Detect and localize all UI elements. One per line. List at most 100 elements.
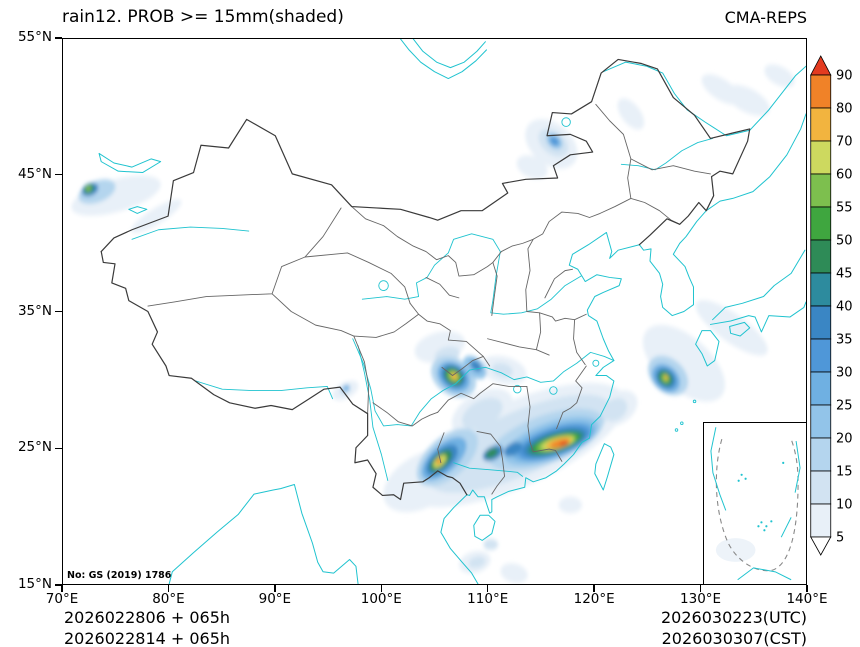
inset-coastline [794,441,801,493]
province-boundary [488,339,550,355]
tick-mark [61,585,63,592]
lake [562,118,570,127]
province-boundary [438,433,444,463]
colorbar-label: 20 [836,432,853,447]
river [621,138,712,169]
colorbar: 90 80 70 60 55 50 45 40 35 30 25 20 15 10 5 [810,55,860,559]
prob-region [715,538,756,562]
coastline [401,39,487,79]
prob-region [468,556,486,568]
prob-region [343,385,350,391]
south-china-sea-inset [703,422,806,584]
province-boundary [527,386,562,461]
colorbar-label: 30 [836,366,853,381]
colorbar-label: 40 [836,300,853,315]
lake [593,360,599,366]
prob-region [558,496,583,514]
colorbar-label: 55 [836,201,853,216]
river [196,381,333,399]
province-boundary [419,314,490,366]
prob-region [602,397,628,422]
province-boundary [492,262,497,315]
china-border [101,252,467,500]
province-boundary [493,159,631,263]
inset-coastline [780,517,792,538]
tick-mark [274,585,276,592]
island-dot [782,461,785,464]
coastline [441,495,478,584]
y-tick-label: 25°N [17,439,52,456]
footer-valid-cst: 2026030307(CST) [661,629,807,647]
colorbar-segment [810,239,832,274]
footer-init-utc: 2026022806 + 065h [64,608,231,627]
island-dot [740,473,743,476]
tick-mark [487,585,489,592]
prob-region [617,98,645,130]
tick-mark [55,584,62,586]
colorbar-segment [810,173,832,208]
prob-region [500,563,528,583]
province-boundary [442,356,483,375]
x-tick-label: 90°E [258,591,292,607]
province-boundary [574,320,586,365]
prob-region [71,175,161,216]
coastline [99,153,161,172]
x-tick-label: 70°E [45,591,79,607]
province-boundary [438,384,527,413]
tick-mark [167,585,170,592]
province-boundary [527,312,586,322]
prob-region [549,136,559,146]
province-boundary [596,104,631,158]
coastlines-rivers [99,39,806,584]
colorbar-segment [810,74,832,109]
coastline [639,211,706,316]
tick-mark [699,585,702,592]
coastline [696,331,719,366]
coastline [706,114,806,211]
tick-mark [806,585,808,592]
y-tick-label: 45°N [17,165,52,182]
boundaries [101,59,750,499]
china-border [101,59,750,251]
lake [550,387,557,395]
province-boundary [477,431,505,494]
province-boundary [426,277,459,297]
x-tick-label: 100°E [360,591,402,607]
coastline [595,444,614,490]
colorbar-label: 80 [836,102,853,117]
x-tick-label: 140°E [786,591,828,607]
chart-title: rain12. PROB >= 15mm(shaded) [62,7,344,27]
river [353,339,614,426]
river [358,346,388,481]
colorbar-segment [810,305,832,340]
inset-canvas [710,427,801,581]
river [362,234,581,314]
y-tick-label: 15°N [17,576,52,592]
tick-mark [55,447,62,449]
prob-region [485,448,498,458]
lake [681,422,684,425]
coastline [603,62,806,136]
colorbar-segment [810,107,832,142]
province-boundary [557,366,587,429]
colorbar-label: 25 [836,399,853,414]
colorbar-label: 35 [836,333,853,348]
province-boundary [631,159,711,174]
inset-coastline [710,427,727,511]
tick-mark [55,174,62,176]
prob-region [85,186,92,192]
tick-mark [380,585,382,592]
island-dot [757,525,760,528]
nine-dash-line [715,438,799,572]
colorbar-label: 50 [836,234,853,249]
province-boundary [352,207,493,276]
prob-region [559,441,569,447]
island-dot [770,520,773,523]
x-tick-label: 120°E [573,591,615,607]
prob-region [764,64,795,88]
coastline [710,302,806,332]
colorbar-label: 5 [836,531,844,546]
prob-region [483,539,499,550]
prob-region [461,397,503,430]
prob-region [503,441,523,457]
